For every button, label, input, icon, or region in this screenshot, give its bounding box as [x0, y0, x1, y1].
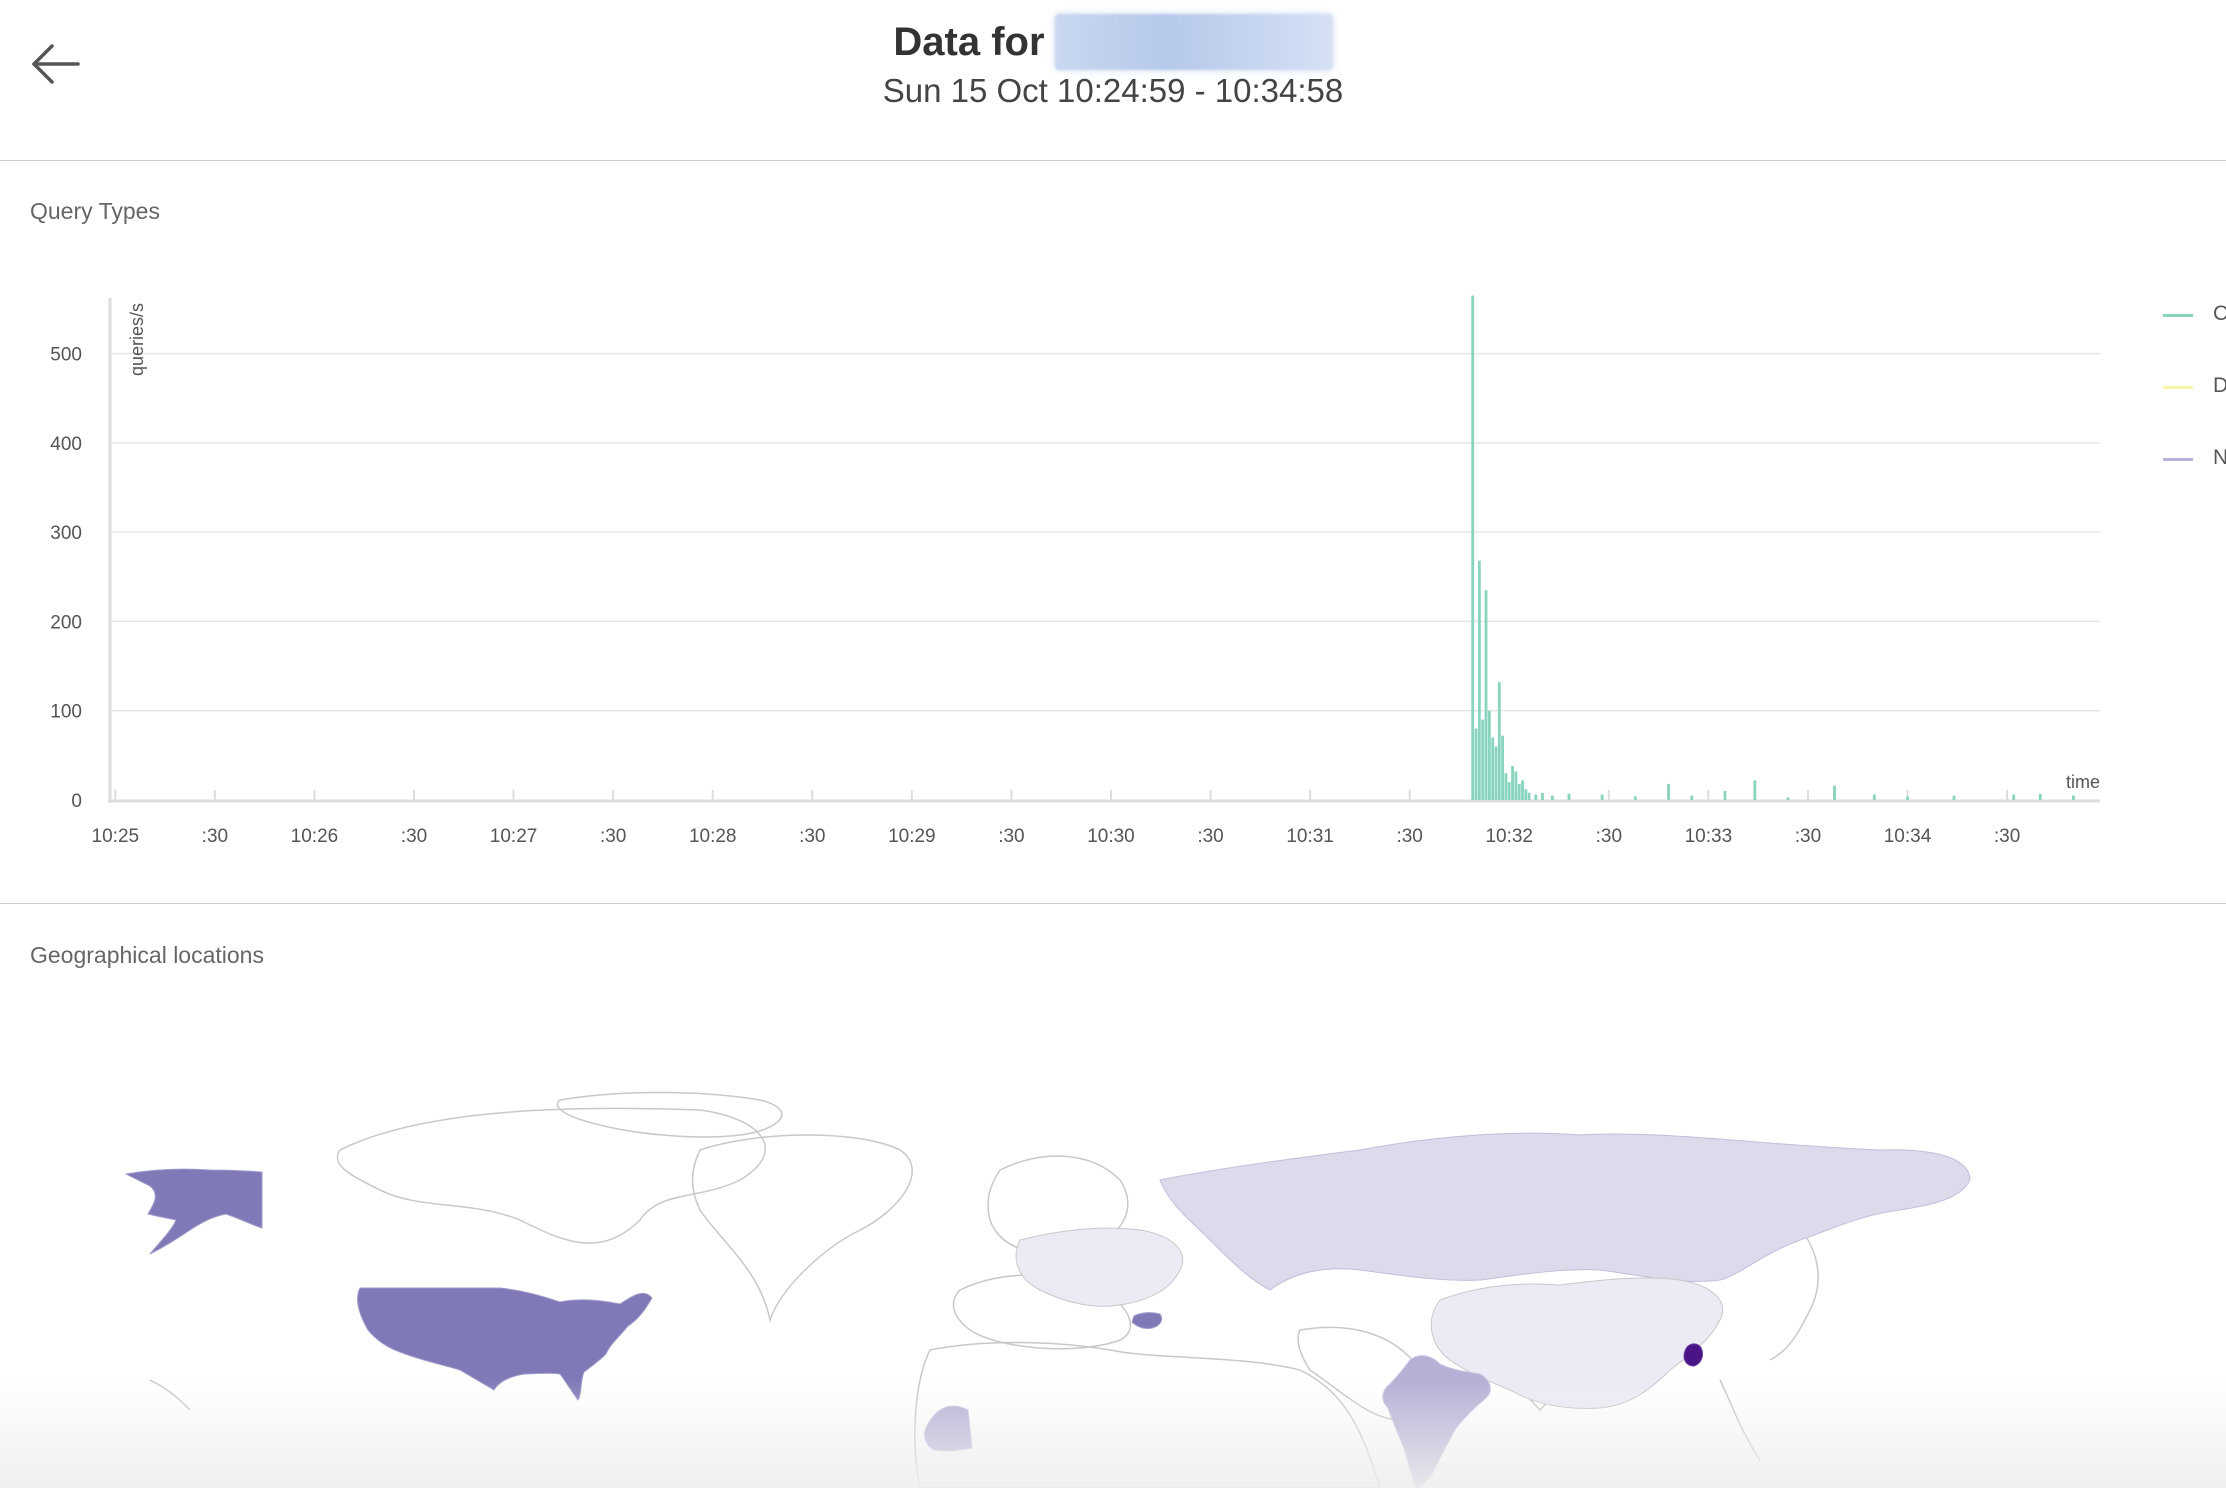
x-tick-label: 10:32 [1485, 826, 1533, 847]
x-tick-label: 10:26 [291, 826, 339, 847]
x-tick-label: 10:33 [1685, 826, 1733, 847]
x-tick-label: :30 [202, 826, 228, 847]
section-title-query-types: Query Types [30, 198, 160, 224]
region-india[interactable] [1382, 1355, 1491, 1488]
bar [1501, 735, 1505, 800]
legend-label-c: C [2213, 302, 2226, 325]
bar [1550, 795, 1554, 800]
chart-legend: C D N [2160, 300, 2226, 490]
x-tick-label: :30 [1596, 826, 1622, 847]
bar [1527, 792, 1531, 800]
x-tick-label: :30 [799, 826, 825, 847]
region-europe-west[interactable] [1015, 1227, 1183, 1307]
bar [1534, 794, 1538, 800]
legend-label-d: D [2213, 374, 2226, 397]
bar [1504, 773, 1508, 800]
bar [1906, 796, 1909, 800]
legend-swatch-n [2163, 458, 2193, 461]
bar [1487, 710, 1491, 800]
bar [2072, 795, 2075, 800]
bar [1600, 794, 1604, 800]
bar [1507, 782, 1511, 800]
y-tick-label: 0 [71, 791, 82, 812]
bar [1477, 560, 1481, 800]
region-united-states[interactable] [357, 1287, 653, 1401]
bar [1667, 783, 1670, 800]
x-tick-label: :30 [1795, 826, 1821, 847]
bar [1786, 797, 1790, 800]
back-button[interactable] [26, 36, 90, 92]
bar [1514, 771, 1518, 800]
region-alaska[interactable] [124, 1168, 263, 1255]
x-tick-label: 10:34 [1884, 826, 1932, 847]
world-map [124, 1091, 1971, 1488]
bar [1872, 794, 1876, 800]
bar [1497, 682, 1501, 800]
bar [2012, 794, 2016, 800]
x-tick-label: :30 [1396, 826, 1422, 847]
section-divider [0, 903, 2226, 904]
legend-label-n: N [2213, 446, 2226, 469]
bar [1833, 785, 1836, 800]
redacted-domain [1054, 14, 1333, 70]
bar [1723, 791, 1727, 800]
region-russia[interactable] [1159, 1132, 1971, 1291]
legend-swatch-c [2163, 314, 2193, 317]
x-tick-label: :30 [1197, 826, 1223, 847]
y-axis-label: queries/s [127, 303, 147, 376]
x-tick-label: :30 [1994, 826, 2020, 847]
legend-item-d[interactable]: D [2160, 372, 2226, 402]
page-title: Data for [893, 19, 1045, 64]
page-header: Data for Sun 15 Oct 10:24:59 - 10:34:58 [0, 0, 2226, 161]
bar [1511, 766, 1514, 800]
x-tick-label: :30 [998, 826, 1024, 847]
y-tick-label: 100 [50, 702, 82, 723]
x-tick-label: 10:29 [888, 826, 936, 847]
section-title-geo: Geographical locations [30, 942, 264, 968]
legend-item-c[interactable]: C [2160, 300, 2226, 330]
bar [1541, 792, 1544, 800]
region-mauritania[interactable] [923, 1405, 973, 1452]
bar [1952, 795, 1956, 800]
bar [1567, 793, 1571, 800]
time-range: Sun 15 Oct 10:24:59 - 10:34:58 [882, 72, 1344, 109]
bar [1690, 795, 1694, 800]
x-tick-label: 10:30 [1087, 826, 1135, 847]
x-tick-label: 10:27 [490, 826, 538, 847]
bar [1494, 746, 1498, 800]
y-tick-label: 500 [50, 345, 82, 366]
x-axis-label: time [2066, 772, 2100, 792]
query-types-chart: 0 100 200 300 400 500 queries/s time 10:25 :30 10:… [50, 295, 2100, 847]
y-tick-label: 300 [50, 523, 82, 544]
x-tick-label: :30 [600, 826, 626, 847]
region-bulgaria[interactable] [1131, 1312, 1163, 1329]
x-tick-label: 10:28 [689, 826, 737, 847]
y-tick-label: 200 [50, 612, 82, 633]
x-tick-label: :30 [401, 826, 427, 847]
x-tick-label: 10:31 [1286, 826, 1334, 847]
legend-swatch-d [2163, 386, 2193, 389]
x-tick-label: 10:25 [92, 826, 140, 847]
legend-item-n[interactable]: N [2160, 444, 2226, 474]
bar [1521, 780, 1524, 800]
bar [2038, 793, 2042, 800]
bar [1753, 780, 1757, 800]
bar [1633, 796, 1637, 800]
bar [1471, 295, 1475, 800]
region-south-korea[interactable] [1683, 1343, 1703, 1367]
bar [1491, 737, 1495, 800]
bar [1524, 789, 1528, 800]
y-tick-label: 400 [50, 434, 82, 455]
bar [1517, 783, 1521, 800]
bar [1474, 728, 1478, 800]
bar [1481, 719, 1485, 800]
bar [1484, 590, 1488, 800]
arrow-left-icon [32, 44, 80, 84]
